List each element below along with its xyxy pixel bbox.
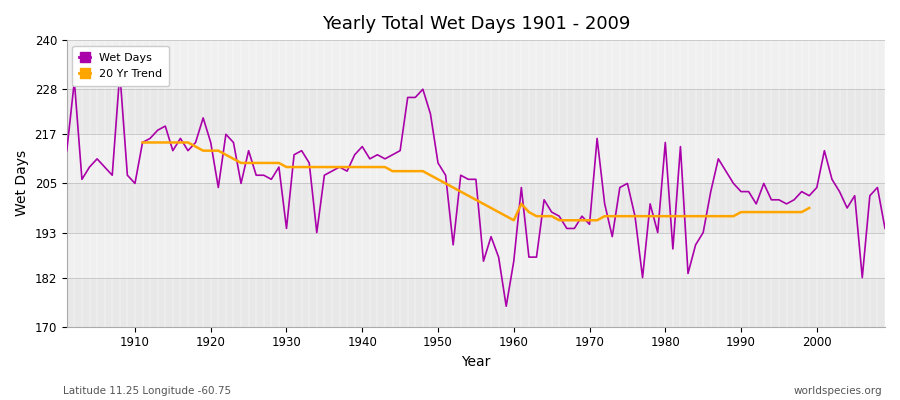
Line: 20 Yr Trend: 20 Yr Trend bbox=[142, 142, 809, 220]
20 Yr Trend bbox=[205, 148, 216, 153]
Wet Days bbox=[61, 148, 72, 153]
Wet Days bbox=[296, 148, 307, 153]
20 Yr Trend bbox=[508, 218, 519, 223]
Line: Wet Days: Wet Days bbox=[67, 73, 885, 306]
20 Yr Trend bbox=[274, 160, 284, 165]
Legend: Wet Days, 20 Yr Trend: Wet Days, 20 Yr Trend bbox=[72, 46, 169, 86]
Wet Days bbox=[524, 255, 535, 260]
Bar bbox=[67, 278, 885, 327]
Text: Latitude 11.25 Longitude -60.75: Latitude 11.25 Longitude -60.75 bbox=[63, 386, 231, 396]
Wet Days bbox=[615, 185, 626, 190]
Wet Days bbox=[516, 185, 526, 190]
Bar bbox=[67, 134, 885, 184]
Wet Days bbox=[500, 304, 511, 309]
Bar bbox=[67, 89, 885, 134]
20 Yr Trend bbox=[735, 210, 746, 214]
Bar bbox=[67, 184, 885, 232]
Wet Days bbox=[114, 70, 125, 75]
Title: Yearly Total Wet Days 1901 - 2009: Yearly Total Wet Days 1901 - 2009 bbox=[321, 15, 630, 33]
Bar bbox=[67, 232, 885, 278]
Wet Days bbox=[879, 226, 890, 231]
Wet Days bbox=[342, 169, 353, 174]
20 Yr Trend bbox=[220, 152, 231, 157]
20 Yr Trend bbox=[395, 169, 406, 174]
Bar bbox=[67, 40, 885, 89]
20 Yr Trend bbox=[478, 202, 489, 206]
X-axis label: Year: Year bbox=[461, 355, 491, 369]
Y-axis label: Wet Days: Wet Days bbox=[15, 150, 29, 216]
Wet Days bbox=[130, 181, 140, 186]
Text: worldspecies.org: worldspecies.org bbox=[794, 386, 882, 396]
20 Yr Trend bbox=[137, 140, 148, 145]
20 Yr Trend bbox=[804, 206, 814, 210]
